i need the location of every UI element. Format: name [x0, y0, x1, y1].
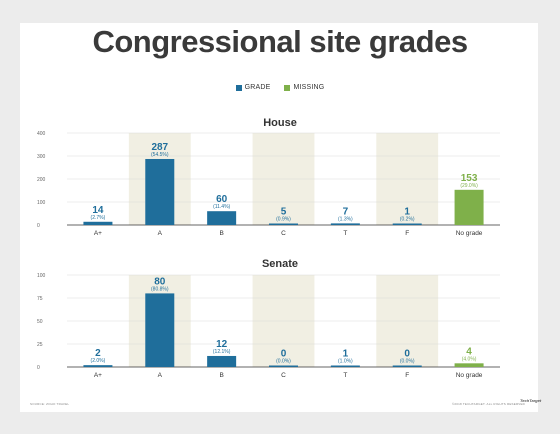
senate-category-label: No grade	[456, 372, 483, 379]
house-category-label: T	[343, 230, 347, 237]
senate-value-label: 2	[95, 348, 101, 359]
house-percent-label: (54.5%)	[151, 152, 169, 158]
senate-value-label: 80	[154, 276, 166, 287]
senate-bar-a-	[83, 365, 113, 367]
senate-bar-b	[207, 355, 237, 367]
senate-y-tick-label: 25	[37, 342, 43, 348]
house-value-label: 5	[281, 207, 287, 218]
house-y-tick-label: 400	[37, 131, 46, 137]
house-percent-label: (29.0%)	[460, 183, 478, 189]
senate-y-tick-label: 75	[37, 296, 43, 302]
house-bar-c	[269, 223, 298, 225]
chart-title: Congressional site grades	[92, 24, 468, 59]
senate-panel-title: Senate	[261, 258, 299, 270]
house-bar-b	[207, 211, 237, 225]
house-value-label: 14	[92, 205, 104, 216]
legend: GRADE MISSING	[0, 84, 560, 91]
senate-value-label: 0	[281, 349, 287, 360]
source-note: SOURCE: ZOHO TRAVEL	[30, 402, 70, 406]
legend-label-grade: GRADE	[244, 84, 271, 91]
senate-percent-label: (80.8%)	[151, 286, 169, 292]
senate-percent-label: (2.0%)	[91, 358, 106, 364]
house-category-label: B	[219, 230, 223, 237]
copyright-note: ©2018 TECHTARGET. ALL RIGHTS RESERVED	[452, 402, 526, 406]
house-bar-no-grade	[454, 189, 484, 225]
senate-bar-no-grade	[454, 363, 484, 367]
house-bar-t	[330, 223, 360, 225]
senate-bar-t	[330, 365, 360, 367]
senate-category-label: F	[405, 372, 409, 379]
senate-bar-c	[269, 365, 298, 367]
house-value-label: 153	[461, 173, 478, 184]
senate-bar-a	[145, 293, 175, 367]
house-bar-a-	[83, 221, 113, 225]
house-category-label: A	[158, 230, 163, 237]
senate-percent-label: (0.0%)	[400, 359, 415, 365]
senate-y-tick-label: 100	[37, 273, 46, 279]
house-category-label: A+	[94, 230, 102, 237]
house-value-label: 60	[216, 194, 228, 205]
legend-item-missing: MISSING	[284, 84, 324, 91]
house-percent-label: (11.4%)	[213, 204, 230, 210]
house-category-label: C	[281, 230, 286, 237]
senate-value-label: 0	[404, 349, 410, 360]
senate-category-label: C	[281, 372, 286, 379]
senate-y-tick-label: 50	[37, 319, 43, 325]
senate-value-label: 12	[216, 339, 228, 350]
house-panel-title: House	[263, 117, 297, 129]
house-value-label: 287	[151, 142, 168, 153]
brand-logo: TechTarget	[520, 398, 542, 403]
senate-y-tick-label: 0	[37, 365, 40, 371]
house-y-tick-label: 200	[37, 177, 46, 183]
house-bar-f	[392, 223, 422, 225]
house-category-label: No grade	[456, 230, 483, 237]
house-y-tick-label: 0	[37, 223, 40, 229]
senate-category-label: A	[158, 372, 163, 379]
senate-percent-label: (0.0%)	[276, 359, 291, 365]
legend-item-grade: GRADE	[235, 84, 271, 91]
house-percent-label: (0.9%)	[276, 217, 291, 223]
senate-bar-f	[392, 365, 422, 367]
senate-value-label: 1	[343, 349, 349, 360]
house-percent-label: (2.7%)	[91, 215, 106, 221]
senate-category-label: B	[219, 372, 223, 379]
senate-category-label: A+	[94, 372, 102, 379]
senate-category-label: T	[343, 372, 347, 379]
house-value-label: 1	[404, 207, 410, 218]
house-bar-a	[145, 158, 175, 225]
legend-label-missing: MISSING	[293, 84, 325, 91]
house-value-label: 7	[343, 206, 349, 217]
senate-value-label: 4	[466, 346, 472, 357]
house-category-label: F	[405, 230, 409, 237]
senate-percent-label: (4.0%)	[462, 356, 477, 362]
legend-swatch-grade	[235, 84, 242, 91]
house-percent-label: (0.2%)	[400, 217, 415, 223]
house-percent-label: (1.3%)	[338, 216, 353, 222]
senate-percent-label: (12.1%)	[213, 349, 231, 355]
senate-percent-label: (1.0%)	[338, 359, 353, 365]
legend-swatch-missing	[284, 84, 291, 91]
house-y-tick-label: 300	[37, 154, 46, 160]
house-y-tick-label: 100	[37, 200, 46, 206]
